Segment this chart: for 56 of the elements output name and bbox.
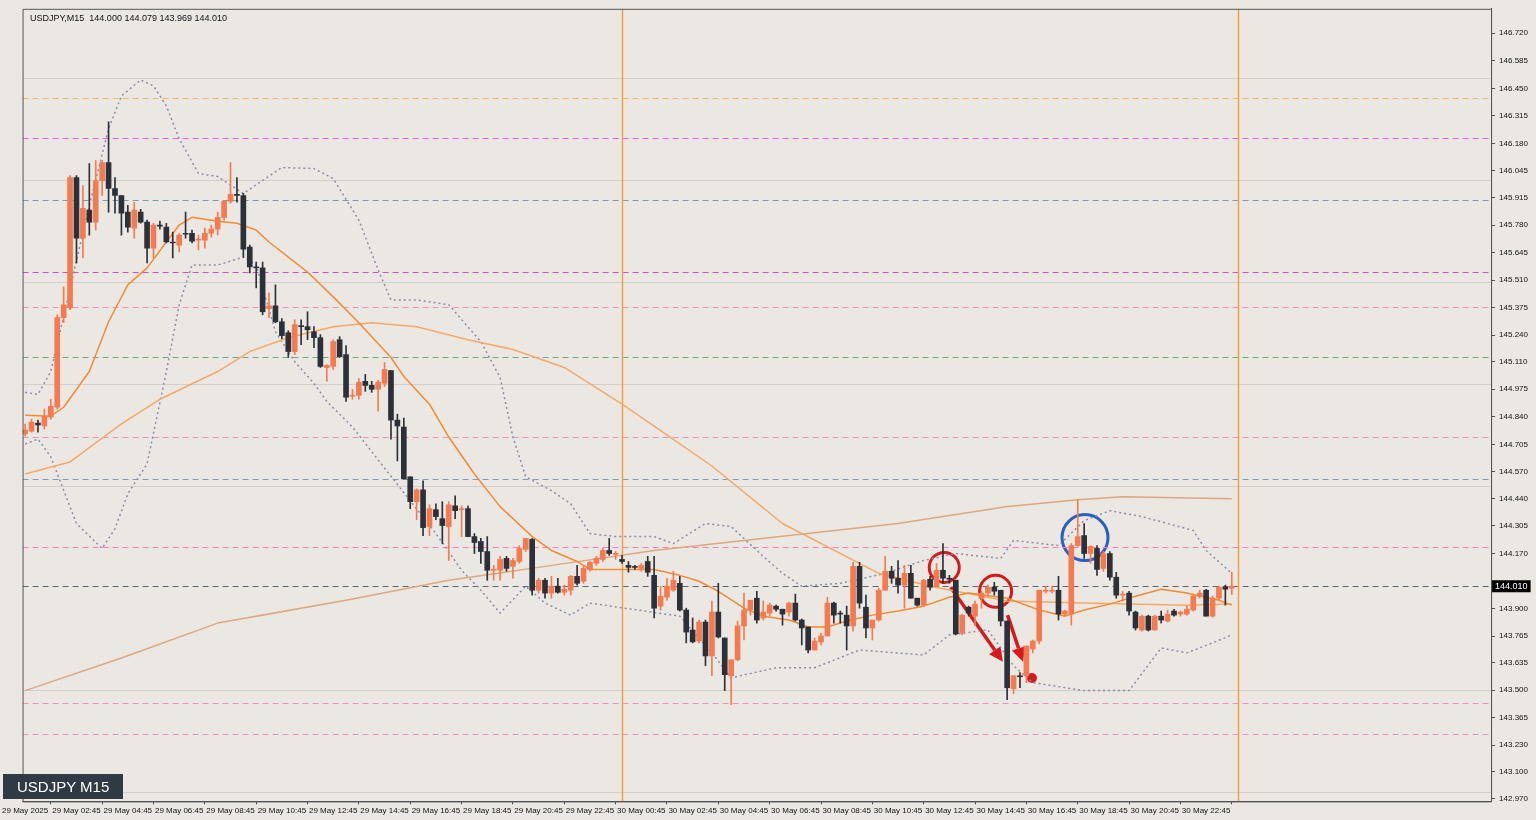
y-tick-label: 143.365: [1499, 712, 1529, 722]
y-tick-label: 144.305: [1499, 521, 1529, 531]
x-tick-label: 30 May 16:45: [1027, 806, 1077, 816]
y-tick-label: 142.970: [1499, 793, 1529, 803]
x-tick-label: 30 May 20:45: [1130, 806, 1180, 816]
x-tick-label: 30 May 22:45: [1181, 806, 1231, 816]
x-tick-label: 30 May 08:45: [822, 806, 872, 816]
x-tick-label: 29 May 04:45: [103, 806, 153, 816]
line-series: [24, 256, 1233, 692]
y-tick-label: 144.570: [1499, 467, 1529, 477]
y-tick-label: 143.230: [1499, 740, 1529, 750]
x-tick-label: 29 May 02:45: [52, 806, 102, 816]
x-tick-label: 29 May 08:45: [206, 806, 256, 816]
ref-line-label: 144.010: [1495, 580, 1528, 591]
y-tick-label: 146.315: [1499, 111, 1529, 121]
y-tick-label: 143.500: [1499, 685, 1529, 695]
y-tick-label: 144.170: [1499, 548, 1529, 558]
annotation: USDJPY M15: [3, 774, 124, 799]
y-tick-label: 145.645: [1499, 247, 1529, 257]
x-tick-label: 30 May 04:45: [719, 806, 769, 816]
y-tick-label: 144.840: [1499, 412, 1529, 422]
x-tick-label: 30 May 10:45: [873, 806, 923, 816]
x-tick-label: 30 May 02:45: [668, 806, 718, 816]
x-tick-label: 29 May 18:45: [463, 806, 513, 816]
y-tick-label: 144.975: [1499, 384, 1529, 394]
x-tick-label: 30 May 12:45: [925, 806, 975, 816]
x-tick-label: 30 May 06:45: [771, 806, 821, 816]
x-tick-label: 30 May 14:45: [976, 806, 1026, 816]
y-tick-label: 143.765: [1499, 631, 1529, 641]
y-tick-label: 146.720: [1499, 28, 1529, 38]
x-tick-label: 29 May 20:45: [514, 806, 564, 816]
text: USDJPY,M15 144.000 144.079 143.969 144.010: [30, 13, 227, 23]
y-tick-label: 143.100: [1499, 767, 1529, 777]
x-tick-label: 30 May 18:45: [1079, 806, 1129, 816]
x-tick-label: 30 May 00:45: [617, 806, 667, 816]
y-tick-label: 145.780: [1499, 220, 1529, 230]
y-tick-label: 145.110: [1499, 356, 1528, 366]
y-tick-label: 146.180: [1499, 138, 1529, 148]
y-tick-label: 143.900: [1499, 603, 1529, 613]
y-tick-label: 145.510: [1499, 275, 1529, 285]
x-tick-label: 29 May 16:45: [411, 806, 461, 816]
y-tick-label: 144.705: [1499, 439, 1529, 449]
x-tick-label: 29 May 2025: [2, 806, 49, 816]
y-tick-label: 146.045: [1499, 166, 1529, 176]
y-tick-label: 143.635: [1499, 657, 1529, 667]
x-tick-label: 29 May 10:45: [257, 806, 307, 816]
x-tick-label: 29 May 22:45: [565, 806, 615, 816]
x-tick-label: 29 May 14:45: [360, 806, 410, 816]
y-tick-label: 145.375: [1499, 302, 1529, 312]
y-tick-label: 146.585: [1499, 56, 1529, 66]
y-tick-label: 145.915: [1499, 192, 1529, 202]
y-tick-label: 144.440: [1499, 493, 1529, 503]
y-tick-label: 145.240: [1499, 330, 1529, 340]
x-tick-label: 29 May 06:45: [154, 806, 204, 816]
x-tick-label: 29 May 12:45: [308, 806, 358, 816]
y-tick-label: 146.450: [1499, 83, 1529, 93]
